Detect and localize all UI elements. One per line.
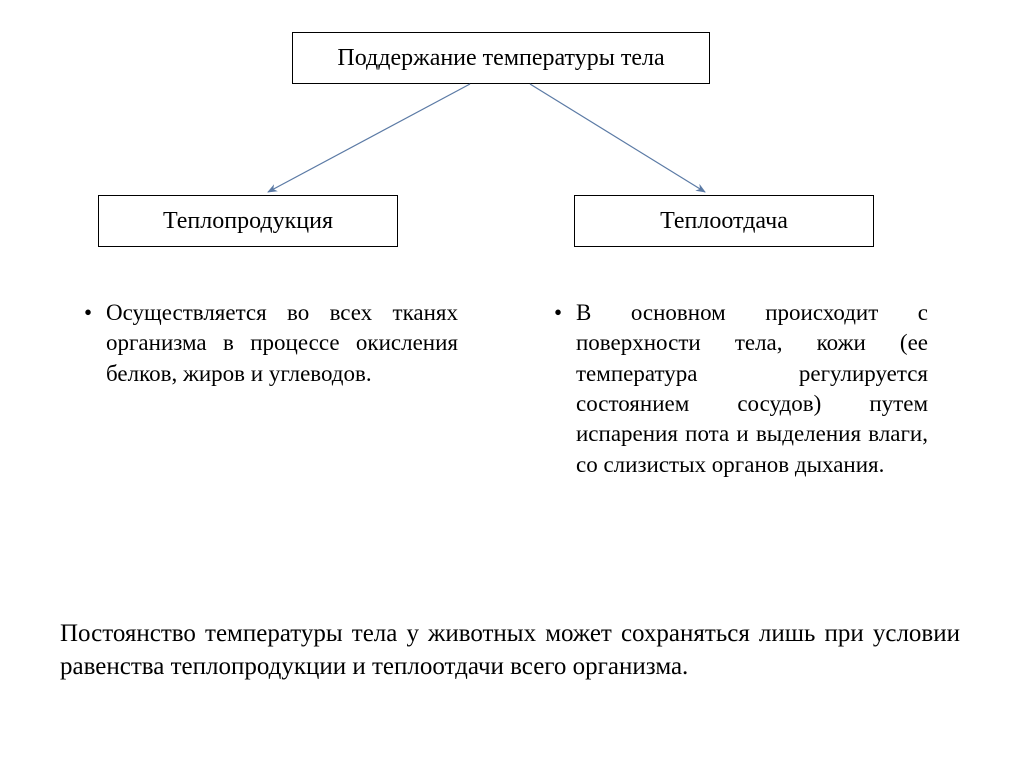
bullet-list-heat-loss: В основном происходит с поверхности тела… xyxy=(548,298,928,480)
root-node-label: Поддержание температуры тела xyxy=(337,45,664,72)
bullet-item: В основном происходит с поверхности тела… xyxy=(548,298,928,480)
child-node-heat-loss: Теплоотдача xyxy=(574,195,874,247)
bullet-item: Осуществляется во всех тканях организма … xyxy=(78,298,458,389)
child-node-label: Теплопродукция xyxy=(163,208,333,235)
child-node-label: Теплоотдача xyxy=(660,208,788,235)
edge-root-to-heat-production xyxy=(268,84,470,192)
root-node: Поддержание температуры тела xyxy=(292,32,710,84)
bullet-list-heat-production: Осуществляется во всех тканях организма … xyxy=(78,298,458,389)
child-node-heat-production: Теплопродукция xyxy=(98,195,398,247)
edge-root-to-heat-loss xyxy=(530,84,705,192)
footer-text: Постоянство температуры тела у животных … xyxy=(60,618,960,683)
